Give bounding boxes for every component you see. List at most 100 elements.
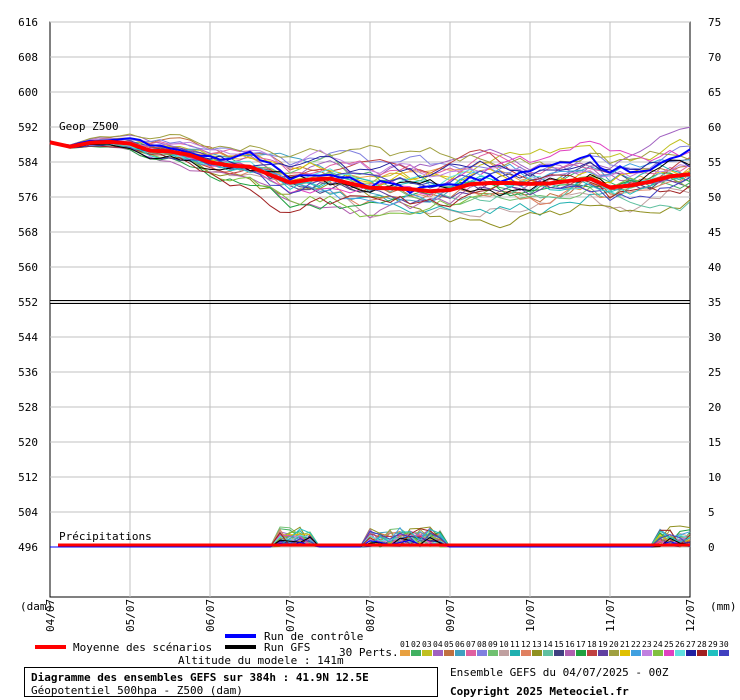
right-tick-label: 15 [708,436,721,449]
geop-series-label: Geop Z500 [59,120,119,133]
right-tick-label: 50 [708,191,721,204]
pert-legend-swatch-10 [499,650,509,656]
pert-legend-swatch-06 [455,650,465,656]
x-tick-label: 11/07 [604,599,617,632]
pert-legend-swatch-25 [664,650,674,656]
right-unit-label: (mm) [710,600,737,613]
pert-legend-id-28: 28 [697,640,707,649]
legend-mean-label: Moyenne des scénarios [73,641,212,654]
left-tick-label: 560 [18,261,38,274]
right-tick-label: 40 [708,261,721,274]
pert-legend-id-22: 22 [631,640,641,649]
legend-control-label: Run de contrôle [264,630,363,643]
pert-legend-swatch-19 [598,650,608,656]
pert-legend-swatch-05 [444,650,454,656]
pert-legend-swatch-07 [466,650,476,656]
pert-legend-swatch-04 [433,650,443,656]
pert-legend-swatch-09 [488,650,498,656]
mean-line [49,139,691,547]
chart-caption-box: Diagramme des ensembles GEFS sur 384h : … [24,667,438,697]
pert-legend-swatch-16 [565,650,575,656]
pert-legend-swatch-17 [576,650,586,656]
left-tick-label: 616 [18,16,38,29]
perturbation-legend: 01 02 03 04 05 06 07 08 09 10 11 12 13 14 15 16 17 18 19 20… [400,640,729,656]
pert-legend-id-25: 25 [664,640,674,649]
pert-legend-id-26: 26 [675,640,685,649]
pert-legend-swatch-21 [620,650,630,656]
right-tick-label: 20 [708,401,721,414]
pert-legend-swatch-27 [686,650,696,656]
pert-legend-id-14: 14 [543,640,553,649]
right-tick-label: 5 [708,506,715,519]
legend-gfs-label: Run GFS [264,641,310,654]
x-tick-label: 09/07 [444,599,457,632]
pert-legend-id-01: 01 [400,640,410,649]
pert-legend-id-24: 24 [653,640,663,649]
left-unit-label: (dam) [20,600,53,613]
left-tick-label: 600 [18,86,38,99]
pert-legend-swatch-24 [653,650,663,656]
pert-legend-id-12: 12 [521,640,531,649]
pert-line-29 [49,141,691,195]
chart-caption-title: Diagramme des ensembles GEFS sur 384h : … [31,671,369,684]
right-tick-label: 0 [708,541,715,554]
pert-legend-id-03: 03 [422,640,432,649]
control-precip [50,539,691,548]
left-tick-label: 536 [18,366,38,379]
pert-legend-id-10: 10 [499,640,509,649]
left-tick-label: 520 [18,436,38,449]
pert-legend-id-27: 27 [686,640,696,649]
left-tick-label: 512 [18,471,38,484]
pert-legend-swatch-11 [510,650,520,656]
pert-legend-id-29: 29 [708,640,718,649]
x-tick-label: 08/07 [364,599,377,632]
pert-legend-id-09: 09 [488,640,498,649]
x-axis: 04/07 05/07 06/07 07/07 08/07 09/07 10/07 11/07… [44,599,697,632]
right-tick-label: 10 [708,471,721,484]
pert-legend-id-23: 23 [642,640,652,649]
chart-caption-subtitle: Géopotentiel 500hpa - Z500 (dam) [31,684,243,697]
pert-line-07 [49,138,691,176]
pert-line-24 [49,141,691,218]
pert-legend-id-17: 17 [576,640,586,649]
pert-line-20 [49,133,691,169]
pert-legend-swatch-08 [477,650,487,656]
pert-legend-swatch-22 [631,650,641,656]
pert-legend-swatch-13 [532,650,542,656]
threshold-line-552 [50,300,690,304]
pert-legend-swatch-12 [521,650,531,656]
pert-legend-swatch-15 [554,650,564,656]
pert-legend-swatch-03 [422,650,432,656]
chart-grid [49,21,691,598]
pert-legend-swatch-18 [587,650,597,656]
pert-legend-swatch-23 [642,650,652,656]
left-tick-label: 576 [18,191,38,204]
pert-legend-id-19: 19 [598,640,608,649]
pert-legend-id-16: 16 [565,640,575,649]
pert-legend-swatch-14 [543,650,553,656]
right-tick-label: 55 [708,156,721,169]
right-tick-label: 65 [708,86,721,99]
pert-legend-swatch-28 [697,650,707,656]
pert-legend-id-05: 05 [444,640,454,649]
pert-legend-id-20: 20 [609,640,619,649]
pert-legend-swatch-20 [609,650,619,656]
x-tick-label: 12/07 [684,599,697,632]
pert-legend-id-04: 04 [433,640,443,649]
pert-legend-swatch-29 [708,650,718,656]
pert-legend-id-21: 21 [620,640,630,649]
pert-legend-id-06: 06 [455,640,465,649]
left-tick-label: 584 [18,156,38,169]
left-y-axis: 616 608 600 592 584 576 568 560 552 544 536 528 520 5… [18,16,38,554]
x-tick-label: 04/07 [44,599,57,632]
pert-legend-id-02: 02 [411,640,421,649]
right-tick-label: 75 [708,16,721,29]
right-tick-label: 30 [708,331,721,344]
left-tick-label: 608 [18,51,38,64]
model-altitude: Altitude du modele : 141m [178,654,344,665]
mean-z500-line [49,139,691,194]
x-tick-label: 05/07 [124,599,137,632]
pert-legend-id-13: 13 [532,640,542,649]
x-tick-label: 07/07 [284,599,297,632]
